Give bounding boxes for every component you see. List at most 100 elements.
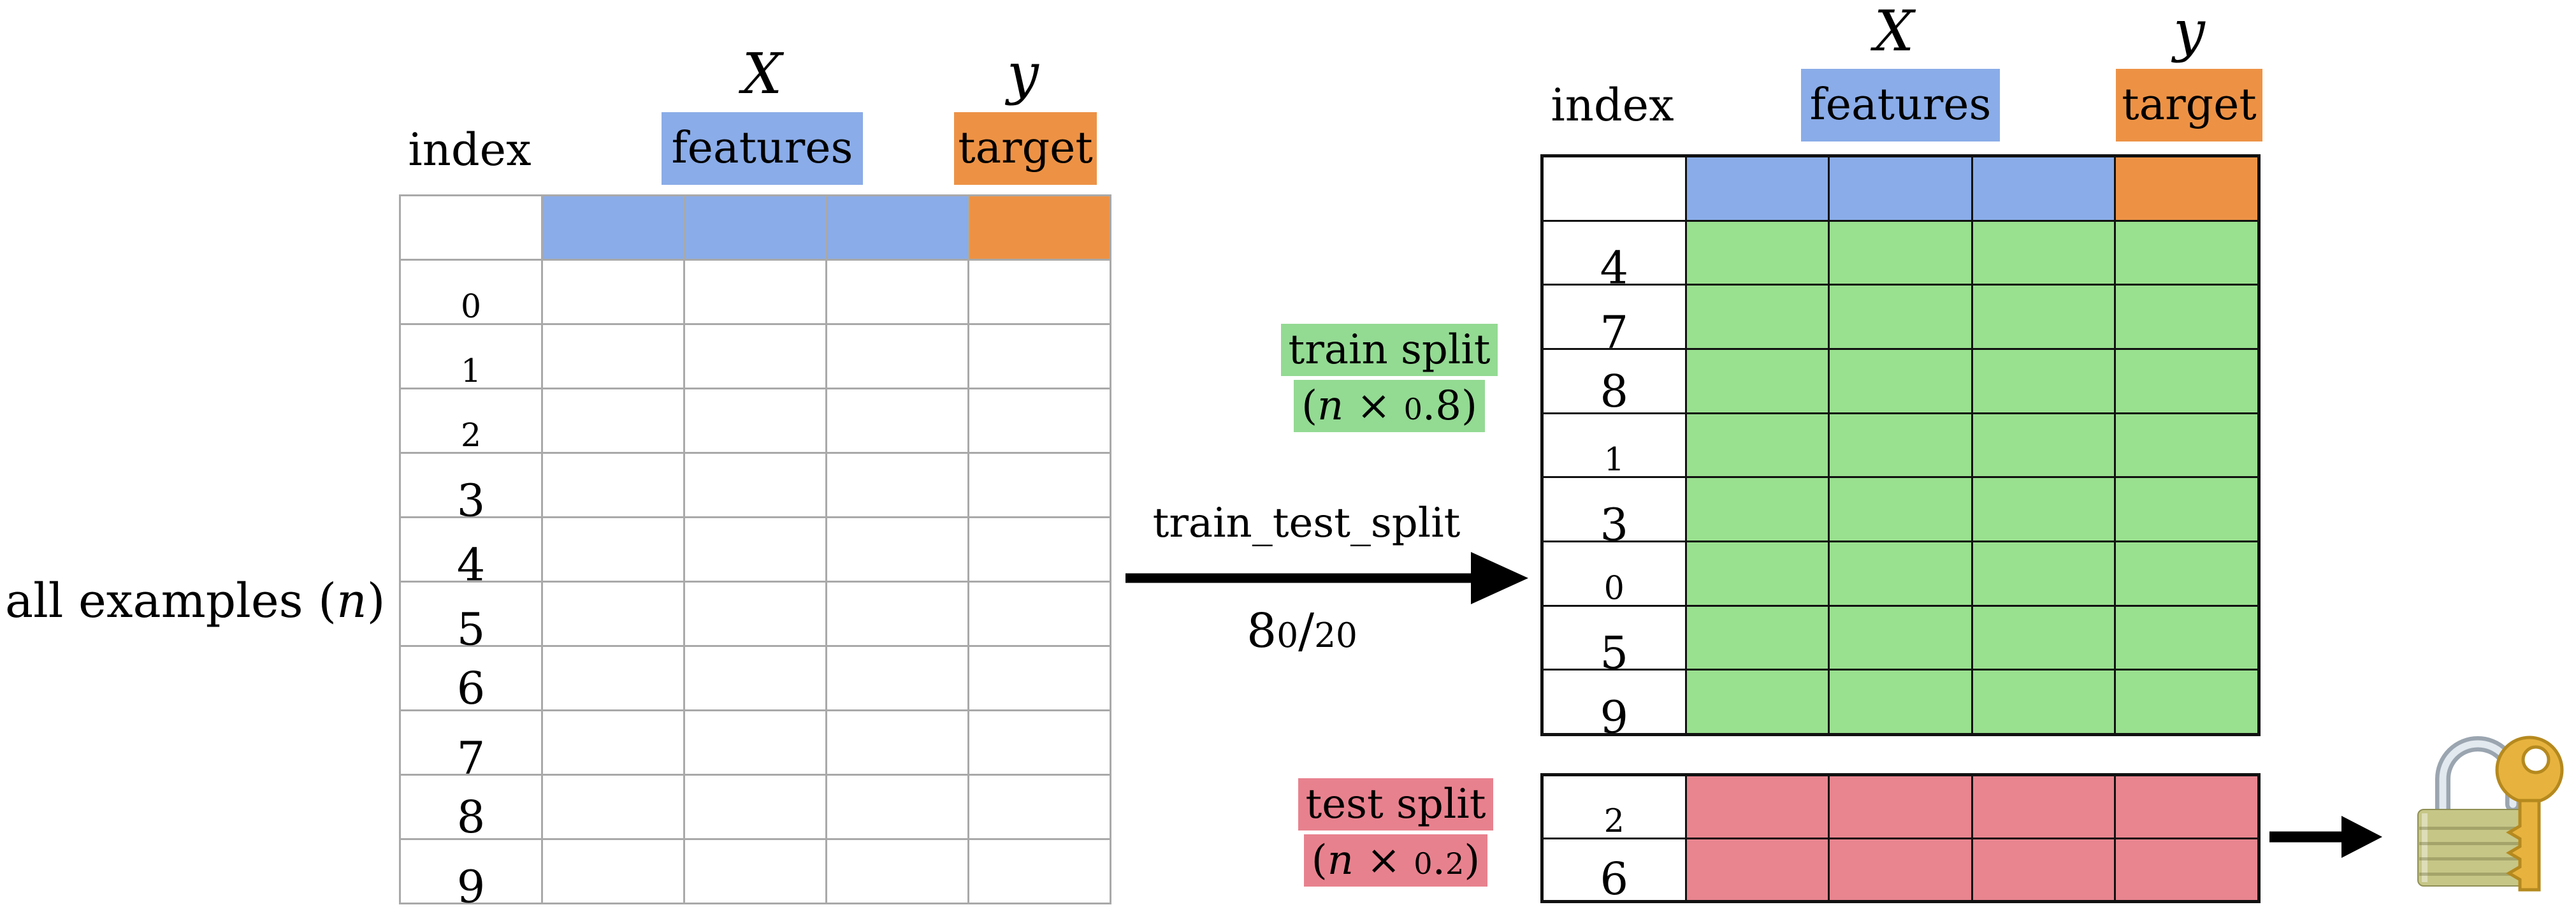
index-cell: 7 — [401, 711, 541, 780]
data-cell — [2116, 414, 2257, 477]
feature-band-cell — [827, 196, 967, 259]
index-column-label-right: index — [1551, 79, 1674, 131]
data-cell — [1830, 349, 1971, 412]
y-vector-label: y — [1007, 41, 1039, 106]
index-cell: 5 — [401, 583, 541, 651]
data-cell — [1686, 606, 1828, 669]
data-cell — [1830, 221, 1971, 284]
data-cell — [1972, 349, 2115, 412]
split-arrow-icon — [1125, 552, 1528, 604]
data-cell — [543, 840, 683, 903]
data-cell — [543, 389, 683, 452]
data-cell — [685, 583, 825, 645]
index-cell: 7 — [1544, 286, 1685, 354]
data-cell — [1972, 671, 2115, 733]
data-cell — [1686, 221, 1828, 284]
split-function-label: train_test_split — [1152, 500, 1461, 547]
data-cell — [1830, 606, 1971, 669]
data-cell — [543, 518, 683, 581]
data-cell — [2116, 221, 2257, 284]
test-split-label: test split (n × 0.2) — [1268, 776, 1523, 889]
data-cell — [1830, 839, 1971, 900]
data-cell — [685, 776, 825, 838]
corner-cell — [401, 196, 541, 259]
data-cell — [685, 389, 825, 452]
index-cell: 1 — [401, 325, 541, 388]
data-cell — [1686, 839, 1828, 900]
data-cell — [543, 454, 683, 516]
test-split-line1: test split — [1298, 778, 1494, 831]
data-cell — [1972, 478, 2115, 540]
test-split-table: 2 6 — [1540, 773, 2261, 903]
data-cell — [827, 840, 967, 903]
index-cell: 2 — [1544, 776, 1685, 838]
data-cell — [1972, 221, 2115, 284]
lock-with-key-icon — [2417, 736, 2564, 892]
data-cell — [827, 583, 967, 645]
target-band-cell — [969, 196, 1110, 259]
data-cell — [2116, 839, 2257, 900]
data-cell — [1830, 478, 1971, 540]
index-column-label: index — [408, 124, 532, 176]
data-cell — [543, 325, 683, 388]
data-cell — [827, 711, 967, 774]
data-cell — [543, 583, 683, 645]
data-cell — [1830, 776, 1971, 838]
index-cell: 2 — [401, 389, 541, 452]
data-cell — [2116, 542, 2257, 605]
data-cell — [1972, 542, 2115, 605]
corner-cell — [1544, 157, 1685, 220]
data-cell — [969, 711, 1110, 774]
data-cell — [1830, 542, 1971, 605]
data-cell — [827, 325, 967, 388]
index-cell: 3 — [1544, 478, 1685, 547]
data-cell — [1686, 776, 1828, 838]
data-cell — [543, 647, 683, 709]
split-ratio-label: 80/20 — [1247, 604, 1357, 658]
data-cell — [827, 389, 967, 452]
index-cell: 0 — [1544, 542, 1685, 605]
target-header-right: target — [2116, 69, 2262, 141]
target-band-cell — [2116, 157, 2257, 220]
index-cell: 6 — [401, 647, 541, 711]
data-cell — [685, 518, 825, 581]
index-cell: 9 — [1544, 671, 1685, 739]
train-split-table: 4 7 8 1 3 0 5 9 — [1540, 154, 2261, 739]
data-cell — [1972, 776, 2115, 838]
data-cell — [969, 325, 1110, 388]
data-cell — [1830, 671, 1971, 733]
data-cell — [827, 647, 967, 709]
feature-band-cell — [543, 196, 683, 259]
x-matrix-label: X — [742, 41, 783, 106]
data-cell — [1686, 542, 1828, 605]
data-cell — [969, 776, 1110, 838]
holdout-arrow-icon — [2269, 816, 2382, 858]
data-cell — [685, 711, 825, 774]
y-vector-label-right: y — [2173, 0, 2205, 64]
train-split-label: train split (n × 0.8) — [1262, 322, 1517, 434]
features-header: features — [662, 112, 863, 185]
data-cell — [827, 454, 967, 516]
data-cell — [2116, 606, 2257, 669]
features-header-right: features — [1801, 69, 2000, 141]
index-cell: 9 — [401, 840, 541, 909]
data-cell — [827, 776, 967, 838]
data-cell — [685, 261, 825, 323]
data-cell — [2116, 286, 2257, 348]
data-cell — [969, 261, 1110, 323]
data-cell — [969, 583, 1110, 645]
index-cell: 4 — [401, 518, 541, 587]
index-cell: 0 — [401, 261, 541, 323]
data-cell — [685, 454, 825, 516]
data-cell — [1686, 478, 1828, 540]
index-cell: 6 — [1544, 839, 1685, 901]
data-cell — [969, 454, 1110, 516]
feature-band-cell — [685, 196, 825, 259]
data-cell — [969, 840, 1110, 903]
data-cell — [1686, 349, 1828, 412]
data-cell — [2116, 349, 2257, 412]
feature-band-cell — [1972, 157, 2115, 220]
feature-band-cell — [1686, 157, 1828, 220]
index-cell: 5 — [1544, 606, 1685, 676]
